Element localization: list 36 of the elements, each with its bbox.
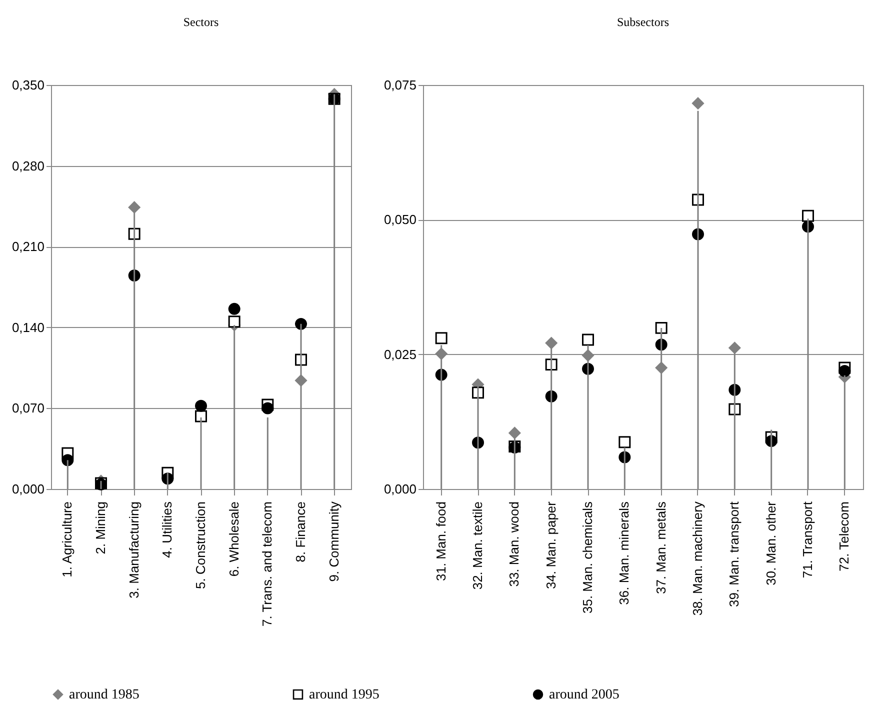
x-tick-label: 1. Agriculture (60, 502, 75, 578)
x-tick-label: 31. Man. food (433, 502, 448, 581)
x-tick-label: 5. Construction (193, 502, 208, 589)
x-tick-label: 33. Man. wood (506, 502, 522, 587)
y-tick-label: 0,000 (12, 482, 44, 496)
x-tick-label: 72. Telecom (836, 502, 852, 572)
x-tick-label: 2. Mining (93, 502, 108, 554)
x-tick-label: 7. Trans. and telecom (260, 502, 275, 627)
y-tick-label: 0,140 (12, 320, 44, 335)
x-tick-label: 6. Wholesale (226, 502, 242, 577)
y-tick-label: 0,280 (12, 158, 44, 174)
y-tick-label: 0,075 (384, 78, 416, 92)
y-tick-label: 0,070 (12, 400, 44, 416)
chart-title: Sectors (183, 15, 219, 29)
legend-label: around 2005 (549, 687, 620, 702)
x-tick-label: 8. Finance (293, 502, 308, 562)
x-tick-label: 9. Community (326, 501, 342, 582)
y-tick-label: 0,210 (12, 239, 44, 254)
x-tick-label: 35. Man. chemicals (580, 501, 595, 614)
chart-title: Subsectors (617, 15, 670, 29)
y-tick-label: 0,350 (12, 78, 44, 92)
x-tick-label: 4. Utilities (160, 501, 175, 558)
x-tick-label: 38. Man. machinery (690, 501, 705, 616)
y-tick-label: 0,050 (384, 212, 416, 228)
x-tick-label: 36. Man. minerals (616, 501, 632, 605)
legend-label: around 1985 (69, 687, 140, 702)
legend-label: around 1995 (309, 687, 380, 702)
x-tick-label: 39. Man. transport (726, 501, 742, 607)
y-tick-label: 0,025 (384, 346, 416, 362)
x-tick-label: 34. Man. paper (543, 500, 558, 589)
y-tick-label: 0,000 (384, 482, 416, 496)
x-tick-label: 37. Man. metals (653, 501, 668, 594)
x-tick-label: 32. Man. textile (470, 502, 485, 590)
x-tick-label: 3. Manufacturing (126, 502, 142, 598)
x-tick-label: 30. Man. other (763, 500, 778, 586)
x-tick-label: 71. Transport (800, 501, 815, 578)
